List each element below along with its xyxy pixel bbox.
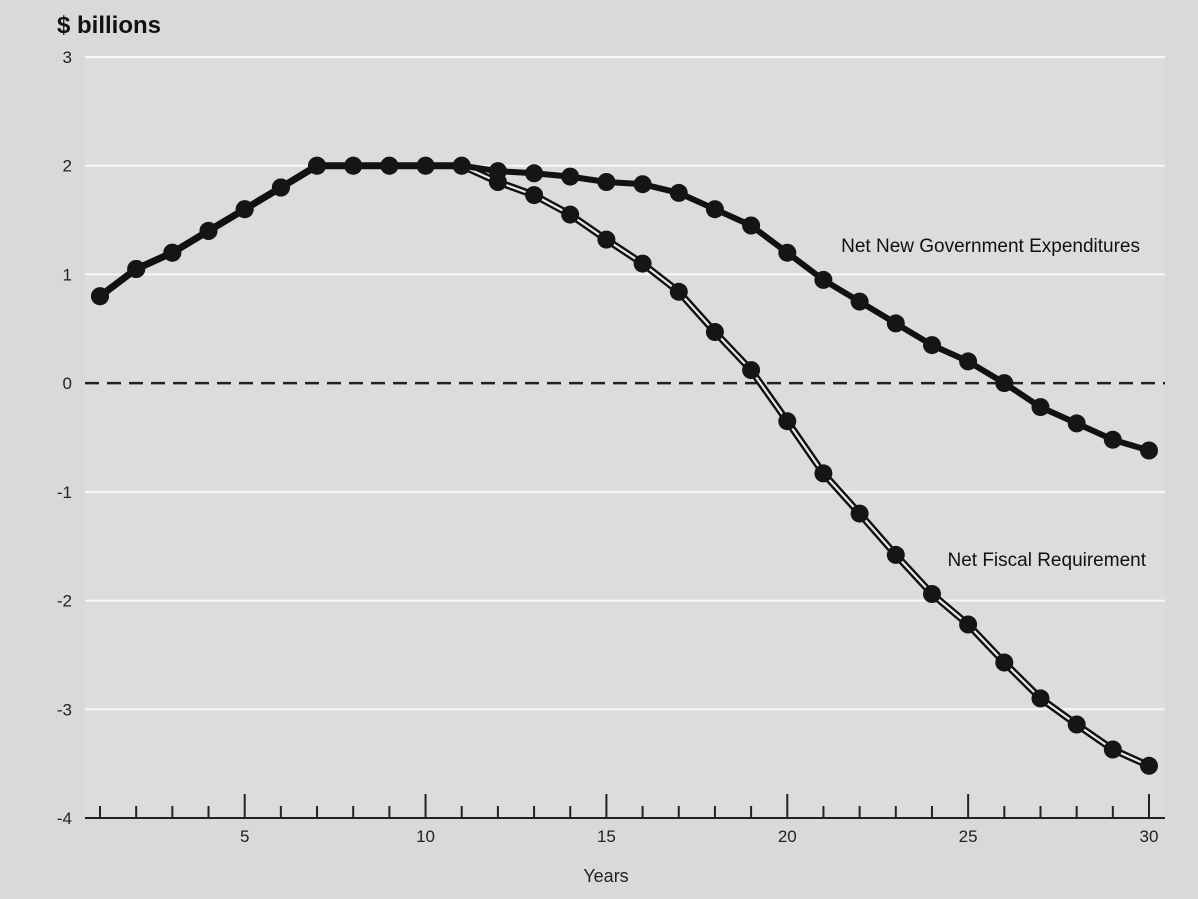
net-fiscal-requirement-point xyxy=(995,653,1014,672)
net-new-government-expenditures-point xyxy=(452,156,471,175)
net-fiscal-requirement-point xyxy=(742,361,761,380)
y-tick-label: -2 xyxy=(57,592,72,611)
y-tick-label: 3 xyxy=(63,48,72,67)
net-new-government-expenditures-point xyxy=(525,164,544,183)
y-tick-label: -1 xyxy=(57,483,72,502)
net-new-government-expenditures-point xyxy=(742,216,761,235)
net-new-government-expenditures-point xyxy=(127,260,146,278)
net-fiscal-requirement-point xyxy=(850,504,869,523)
net-new-government-expenditures-point xyxy=(886,314,905,333)
net-new-government-expenditures-point xyxy=(199,221,218,240)
net-new-government-expenditures-point xyxy=(850,292,869,311)
net-fiscal-requirement-point xyxy=(959,615,978,634)
gridlines xyxy=(85,56,1165,711)
y-axis-tick-labels: 3 2 1 0 -1 -2 -3 -4 xyxy=(57,48,72,828)
y-tick-label: -3 xyxy=(57,700,72,719)
net-new-government-expenditures-point xyxy=(344,156,363,175)
series-labels: Net New Government Expenditures Net Fisc… xyxy=(841,236,1147,571)
net-new-government-expenditures-point xyxy=(488,162,507,181)
y-tick-label: 0 xyxy=(63,374,72,393)
net-new-government-expenditures-point xyxy=(91,287,109,306)
net-fiscal-requirement-point xyxy=(886,545,905,564)
net-fiscal-requirement-point xyxy=(1031,689,1050,708)
x-tick-label: 30 xyxy=(1140,827,1159,846)
net-fiscal-requirement-point xyxy=(1103,740,1122,759)
net-new-government-expenditures-point xyxy=(416,156,435,175)
x-tick-label: 10 xyxy=(416,827,435,846)
y-tick-label: -4 xyxy=(57,809,72,828)
net-new-government-expenditures-point xyxy=(380,156,399,175)
x-axis: 5 10 15 20 25 30 xyxy=(85,794,1165,846)
net-fiscal-requirement-point xyxy=(705,323,724,341)
net-fiscal-requirement-point xyxy=(923,585,941,603)
net-new-government-expenditures-point xyxy=(633,175,652,194)
net-fiscal-requirement-point xyxy=(561,205,580,224)
y-unit-label: $ billions xyxy=(57,12,161,39)
net-fiscal-requirement-point xyxy=(525,186,544,205)
net-new-government-expenditures-point xyxy=(163,243,182,262)
net-new-government-expenditures-point xyxy=(1140,441,1158,460)
net-new-government-expenditures-point xyxy=(308,156,326,175)
net-new-government-expenditures-point xyxy=(597,173,616,191)
y-tick-label: 2 xyxy=(63,157,72,176)
y-tick-label: 1 xyxy=(63,265,72,284)
net-fiscal-requirement-point xyxy=(633,254,652,273)
net-fiscal-requirement-point xyxy=(1140,756,1158,775)
x-tick-label: 15 xyxy=(597,827,616,846)
net-fiscal-requirement-point xyxy=(778,412,797,431)
net-new-government-expenditures-point xyxy=(235,200,254,219)
net-new-government-expenditures-point xyxy=(778,243,797,262)
net-new-government-expenditures-point xyxy=(705,200,724,219)
net-new-government-expenditures-point xyxy=(1103,430,1122,449)
series-label-net-new-government-expenditures: Net New Government Expenditures xyxy=(841,236,1140,257)
net-new-government-expenditures-point xyxy=(561,167,580,186)
net-new-government-expenditures-point xyxy=(271,178,290,197)
net-new-government-expenditures-point xyxy=(669,183,688,202)
plot-area xyxy=(85,57,1165,818)
net-fiscal-requirement-point xyxy=(669,282,688,301)
series-group xyxy=(91,156,1158,775)
net-fiscal-requirement-point xyxy=(814,464,833,483)
x-tick-label: 25 xyxy=(959,827,978,846)
net-new-government-expenditures-point xyxy=(1067,414,1086,433)
net-new-government-expenditures-point xyxy=(923,336,941,355)
x-tick-label: 20 xyxy=(778,827,797,846)
net-fiscal-requirement-point xyxy=(1067,715,1086,734)
net-new-government-expenditures-point xyxy=(814,270,833,289)
net-fiscal-requirement-point xyxy=(597,230,616,249)
net-new-government-expenditures-point xyxy=(995,374,1014,393)
x-tick-label: 5 xyxy=(240,827,249,846)
x-axis-title: Years xyxy=(583,866,628,886)
net-new-government-expenditures-point xyxy=(1031,398,1050,417)
series-label-net-fiscal-requirement: Net Fiscal Requirement xyxy=(947,550,1146,571)
net-new-government-expenditures-point xyxy=(959,352,978,371)
